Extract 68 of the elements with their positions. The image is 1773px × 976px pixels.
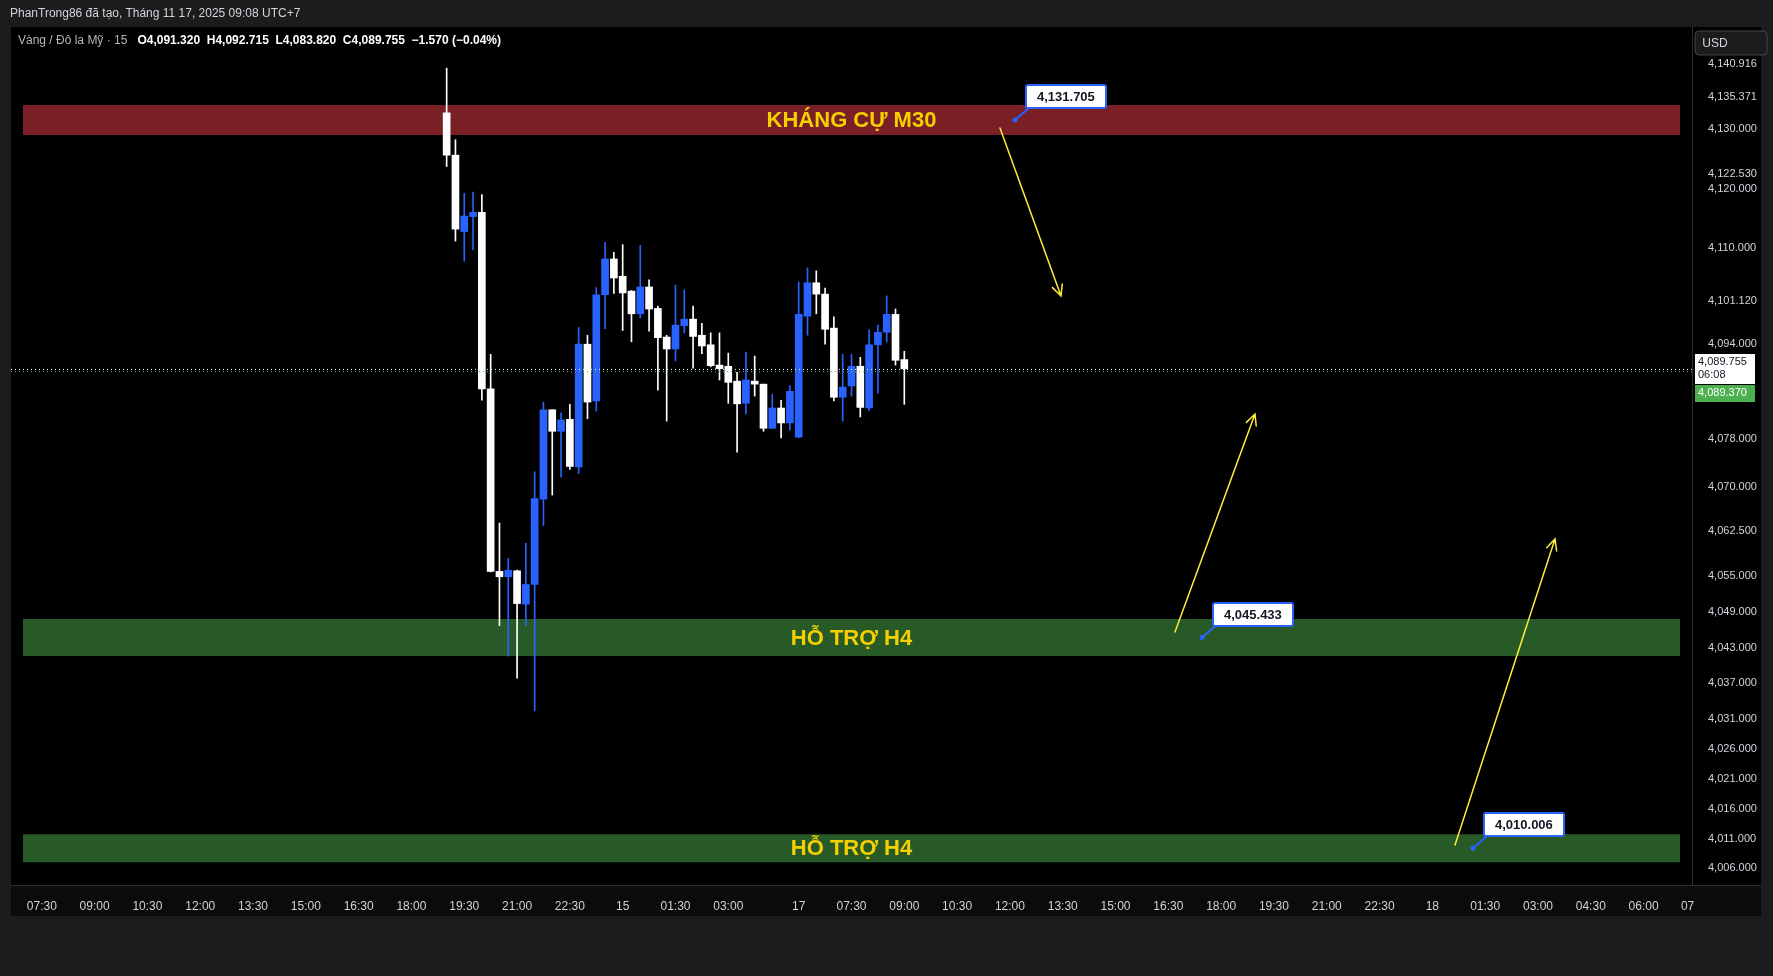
text: PhanTrong86 đã tạo, Tháng 11 17, 2025 09:08 UTC+7 — [10, 6, 301, 21]
y-tick-label: 4,037.000 — [1708, 676, 1757, 689]
band-label: HỖ TRỢ H4 — [790, 623, 913, 650]
y-tick-label: 4,135.371 — [1708, 89, 1757, 102]
candlestick — [838, 354, 847, 422]
x-tick-label: 19:30 — [449, 898, 480, 913]
x-tick-label: 07 — [1680, 898, 1695, 913]
y-tick-label: 4,120.000 — [1708, 181, 1757, 194]
ref-line-label: 4,089.755 06:08 — [1698, 355, 1747, 381]
x-tick-label: 13:30 — [238, 898, 269, 913]
x-tick-label: 12:00 — [994, 898, 1026, 913]
y-tick-label: 4,055.000 — [1708, 569, 1757, 582]
x-tick-label: 18:00 — [1206, 898, 1237, 913]
x-tick-label: 16:30 — [1153, 898, 1184, 913]
x-tick-label: 15:00 — [290, 898, 322, 913]
y-tick-label: 4,070.000 — [1708, 479, 1757, 492]
x-tick-label: 07:30 — [26, 898, 58, 913]
text: O4,091.320 H4,092.715 L4,083.820 C4,089.755 −1.570 (−0.04%) — [137, 33, 501, 48]
x-tick-label: 01:30 — [660, 898, 691, 913]
y-tick-label: 4,049.000 — [1708, 604, 1757, 617]
x-tick-label: 03:00 — [1522, 898, 1554, 913]
candlestick — [504, 557, 513, 657]
x-tick-label: 12:00 — [185, 898, 216, 913]
x-tick-label: 04:30 — [1575, 898, 1607, 913]
y-tick-label: 4,011.000 — [1708, 831, 1757, 844]
y-tick-label: 4,078.000 — [1708, 432, 1757, 445]
y-tick-label: 4,026.000 — [1708, 742, 1757, 755]
x-tick-label: 21:00 — [1311, 898, 1343, 913]
x-tick-label: 18:00 — [396, 898, 427, 913]
x-tick-label: 22:30 — [554, 898, 586, 913]
x-tick-label: 15:00 — [1100, 898, 1131, 913]
x-tick-label: 09:00 — [889, 898, 920, 913]
x-tick-label: 19:30 — [1258, 898, 1290, 913]
y-tick-label: 4,130.000 — [1708, 121, 1757, 134]
band-label: HỖ TRỢ H4 — [790, 834, 913, 861]
y-tick-label: 4,016.000 — [1708, 801, 1757, 814]
y-tick-label: 4,031.000 — [1708, 712, 1757, 725]
y-tick-label: 4,006.000 — [1708, 861, 1757, 874]
x-tick-label: 15 — [615, 898, 630, 913]
y-tick-label: 4,101.120 — [1708, 294, 1757, 307]
annotation: 4,131.705 — [1025, 84, 1107, 109]
x-tick-label: 13:30 — [1047, 898, 1079, 913]
y-tick-label: 4,021.000 — [1708, 771, 1757, 784]
x-tick-label: 01:30 — [1470, 898, 1501, 913]
ref-line-label: 4,089.370 — [1698, 386, 1747, 399]
y-tick-label: 4,094.000 — [1708, 336, 1757, 349]
x-tick-label: 16:30 — [343, 898, 374, 913]
x-tick-label: 10:30 — [942, 898, 973, 913]
y-tick-label: 4,110.000 — [1708, 241, 1757, 254]
band-label: KHÁNG CỰ M30 — [766, 107, 937, 133]
y-axis-title: USD — [1702, 36, 1728, 51]
y-tick-label: 4,043.000 — [1708, 640, 1757, 653]
annotation: 4,010.006 — [1483, 812, 1565, 838]
x-tick-label: 10:30 — [132, 898, 163, 913]
annotation: 4,045.433 — [1212, 601, 1294, 627]
text: Vàng / Đô la Mỹ · 15 — [18, 33, 128, 48]
x-tick-label: 22:30 — [1364, 898, 1395, 913]
x-tick-label: 03:00 — [713, 898, 744, 913]
candlestick — [557, 412, 565, 478]
y-tick-label: 4,122.530 — [1708, 166, 1757, 179]
y-tick-label: 4,140.916 — [1708, 56, 1757, 69]
x-tick-label: 06:00 — [1628, 898, 1659, 913]
x-tick-label: 21:00 — [502, 898, 533, 913]
x-tick-label: 07:30 — [836, 898, 867, 913]
x-tick-label: 09:00 — [79, 898, 110, 913]
x-tick-label: 17 — [792, 898, 806, 913]
y-tick-label: 4,062.500 — [1708, 524, 1757, 537]
x-tick-label: 18 — [1425, 898, 1440, 913]
